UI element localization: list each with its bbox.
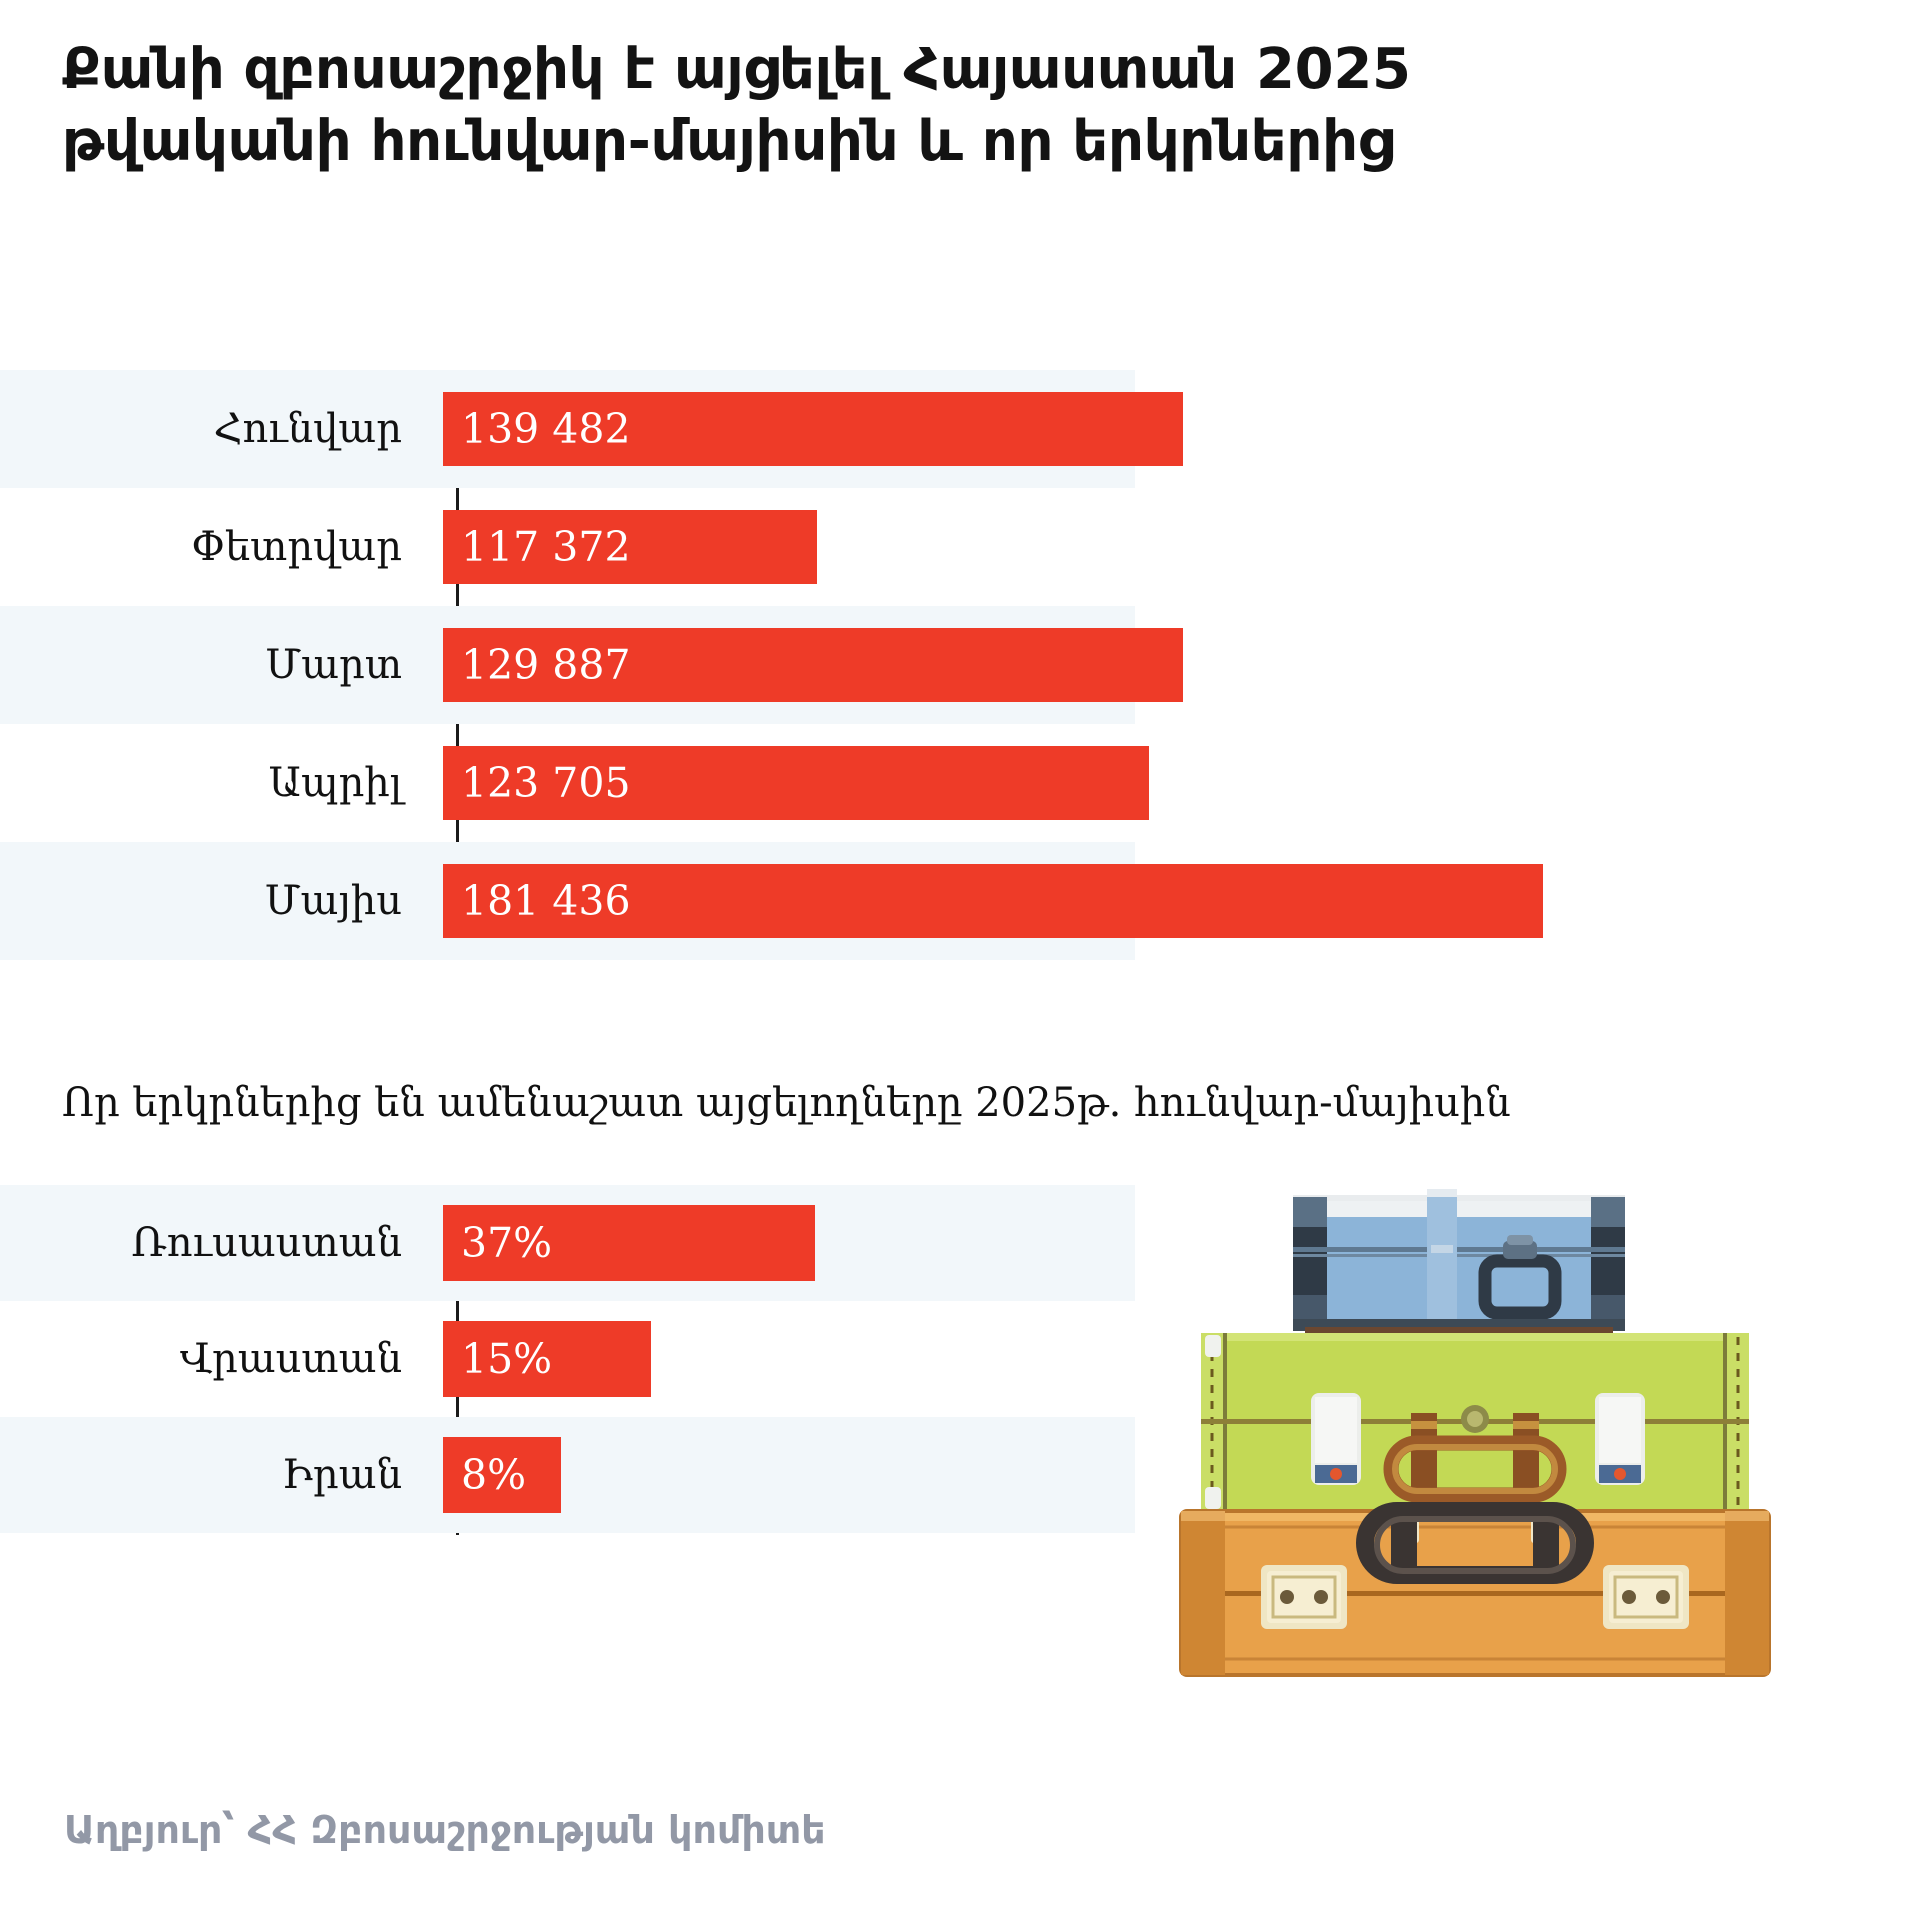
chart1-bar-value: 139 482 — [461, 404, 631, 453]
chart2-bar-value: 15% — [461, 1334, 553, 1383]
chart2-bar: 15% — [443, 1321, 651, 1397]
chart1-category-label: Հունվար — [213, 406, 402, 452]
chart1-bar: 123 705 — [443, 746, 1149, 820]
chart1-bar: 139 482 — [443, 392, 1183, 466]
chart2-bar-track: 15% — [440, 1301, 1920, 1417]
chart1-bar-track: 117 372 — [440, 488, 1920, 606]
chart1-bar-value: 129 887 — [461, 640, 631, 689]
chart1-bar-track: 181 436 — [440, 842, 1920, 960]
section-subtitle: Որ երկրներից են ամենաշատ այցելողները 202… — [62, 1080, 1511, 1126]
chart2-bar-track: 8% — [440, 1417, 1920, 1533]
chart2-bar: 37% — [443, 1205, 815, 1281]
chart1-bar: 181 436 — [443, 864, 1543, 938]
chart2-bar: 8% — [443, 1437, 561, 1513]
table-row: Ռուսաստան 37% — [0, 1185, 1920, 1301]
source-footer: Աղբյուր՝ ՀՀ Զբոսաշրջության կոմիտե — [64, 1808, 826, 1852]
chart1-category-label: Մարտ — [265, 642, 402, 688]
table-row: Ապրիլ 123 705 — [0, 724, 1920, 842]
chart2-bar-track: 37% — [440, 1185, 1920, 1301]
chart1-bar-value: 123 705 — [461, 758, 631, 807]
chart1-category-label: Փետրվար — [191, 524, 402, 570]
chart1-bar-track: 129 887 — [440, 606, 1920, 724]
chart1-bar-value: 117 372 — [461, 522, 631, 571]
table-row: Վրաստան 15% — [0, 1301, 1920, 1417]
table-row: Հունվար 139 482 — [0, 370, 1920, 488]
chart2-category-label: Վրաստան — [179, 1336, 402, 1382]
monthly-tourists-chart: Հունվար 139 482 Փետրվար 117 372 Մարտ 129… — [0, 370, 1920, 960]
chart2-bar-value: 37% — [461, 1218, 553, 1267]
table-row: Իրան 8% — [0, 1417, 1920, 1533]
chart1-bar: 129 887 — [443, 628, 1183, 702]
chart1-category-label: Մայիս — [264, 878, 402, 924]
top-countries-chart: Ռուսաստան 37% Վրաստան 15% Իրան 8% — [0, 1185, 1920, 1535]
chart2-bar-value: 8% — [461, 1450, 527, 1499]
chart1-bar-value: 181 436 — [461, 876, 631, 925]
table-row: Մարտ 129 887 — [0, 606, 1920, 724]
chart2-category-label: Ռուսաստան — [131, 1220, 402, 1266]
chart1-bar-track: 139 482 — [440, 370, 1920, 488]
suitcase-stack-icon — [1165, 1175, 1785, 1685]
blue-suitcase-icon — [1293, 1189, 1625, 1335]
table-row: Փետրվար 117 372 — [0, 488, 1920, 606]
table-row: Մայիս 181 436 — [0, 842, 1920, 960]
chart1-bar-track: 123 705 — [440, 724, 1920, 842]
orange-suitcase-icon — [1179, 1502, 1771, 1677]
page-title: Քանի զբոսաշրջիկ է այցելել Հայաստան 2025 … — [62, 37, 1411, 174]
chart1-category-label: Ապրիլ — [268, 760, 402, 806]
green-suitcase-icon — [1201, 1333, 1749, 1509]
chart2-category-label: Իրան — [281, 1452, 402, 1498]
chart1-bar: 117 372 — [443, 510, 817, 584]
